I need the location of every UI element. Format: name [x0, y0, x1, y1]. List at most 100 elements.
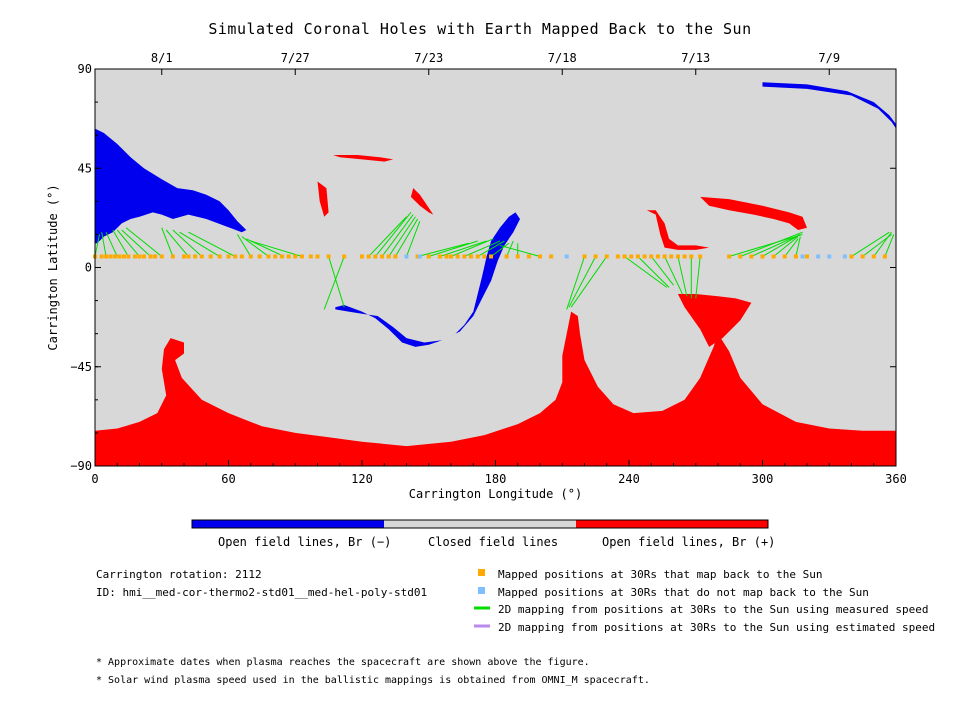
x-tick-label-1: 60 [221, 472, 235, 486]
mapping-line-6 [125, 227, 163, 257]
mapped-position-48 [455, 254, 460, 259]
mapping-line-3 [112, 229, 129, 257]
mapped-position-74 [698, 254, 703, 259]
mapping-line-26 [439, 240, 487, 257]
legend-marker-1 [478, 587, 485, 594]
mapped-position-30 [293, 254, 298, 259]
mapped-position-72 [682, 254, 687, 259]
unmapped-position-6 [842, 254, 847, 259]
mapped-position-8 [133, 254, 138, 259]
colorbar-label-closed: Closed field lines [428, 535, 559, 549]
mapping-line-16 [328, 256, 345, 308]
unmapped-position-4 [816, 254, 821, 259]
mapped-position-15 [182, 254, 186, 259]
mapped-position-86 [882, 254, 887, 259]
mapped-position-76 [738, 254, 743, 259]
mapping-line-25 [428, 240, 478, 257]
open-field-region-north-west-hole [95, 128, 247, 244]
mapped-position-80 [782, 254, 787, 259]
unmapped-position-2 [564, 254, 569, 259]
mapped-position-75 [727, 254, 732, 259]
mapped-position-45 [437, 254, 442, 259]
chart-title: Simulated Coronal Holes with Earth Mappe… [208, 20, 752, 38]
mapping-line-33 [499, 244, 541, 257]
mapped-position-28 [279, 254, 284, 259]
mapped-position-27 [273, 254, 278, 259]
mapping-line-28 [464, 240, 501, 257]
mapped-position-31 [299, 254, 304, 259]
mapped-position-56 [526, 254, 531, 259]
mapped-position-32 [308, 254, 313, 259]
date-tick-label-3: 7/18 [548, 51, 577, 65]
mapped-position-67 [649, 254, 654, 259]
unmapped-position-0 [404, 254, 409, 259]
mapped-position-35 [342, 254, 347, 259]
colorbar-frame [191, 519, 769, 529]
mapping-line-1 [101, 232, 107, 257]
date-tick-label-1: 7/27 [281, 51, 310, 65]
date-tick-label-0: 8/1 [151, 51, 173, 65]
mapping-line-44 [728, 233, 803, 257]
mapped-position-71 [675, 254, 680, 259]
colorbar-label-positive: Open field lines, Br (+) [602, 535, 776, 549]
mapping-line-5 [121, 229, 151, 257]
mapping-line-17 [323, 256, 345, 310]
mapped-position-84 [860, 254, 865, 259]
mapped-position-3 [108, 254, 113, 259]
open-field-region-west-thin-patch [317, 181, 329, 217]
mapping-line-13 [241, 236, 269, 257]
mapped-position-41 [393, 254, 398, 259]
mapped-position-22 [233, 254, 238, 259]
mapped-position-77 [749, 254, 754, 259]
mapped-position-47 [449, 254, 453, 259]
date-tick-label-2: 7/23 [414, 51, 443, 65]
mapped-position-24 [248, 254, 253, 259]
mapped-position-7 [126, 254, 131, 259]
open-field-region-north-east-arc [762, 82, 896, 129]
mapped-position-51 [475, 254, 480, 259]
carrington-rotation-text: Carrington rotation: 2112 [96, 568, 262, 581]
unmapped-position-5 [827, 254, 832, 259]
mapped-position-66 [642, 254, 647, 259]
x-tick-label-5: 300 [752, 472, 774, 486]
mapping-line-8 [165, 229, 189, 257]
mapped-position-65 [635, 254, 640, 259]
legend-label-mapped: Mapped positions at 30Rs that map back t… [498, 568, 823, 581]
mapped-position-18 [199, 254, 204, 259]
mapped-position-1 [99, 254, 104, 259]
mapping-line-7 [161, 227, 174, 257]
mapped-position-79 [771, 254, 776, 259]
mapping-line-40 [664, 256, 683, 295]
open-field-region-south-polar-cap [95, 311, 896, 466]
mapped-position-12 [153, 254, 158, 259]
mapping-line-49 [784, 238, 799, 257]
legend-label-not-mapped: Mapped positions at 30Rs that do not map… [498, 586, 869, 599]
mapping-line-11 [188, 231, 236, 257]
x-tick-label-3: 180 [485, 472, 507, 486]
legend-marker-0 [478, 569, 485, 576]
date-tick-label-4: 7/13 [681, 51, 710, 65]
mapped-position-29 [286, 254, 291, 259]
mapped-position-4 [113, 254, 118, 259]
mapping-line-23 [406, 221, 421, 257]
mapping-line-24 [417, 242, 469, 257]
legend-markers [474, 569, 490, 628]
mapping-line-47 [762, 233, 801, 257]
mapped-position-13 [159, 254, 164, 259]
mapped-position-6 [121, 254, 126, 259]
y-axis-label: Carrington Latitude (°) [46, 184, 60, 350]
open-field-region-center-hole [335, 212, 520, 347]
mapped-position-36 [360, 254, 364, 259]
mapped-position-21 [226, 254, 231, 259]
mapping-line-18 [368, 216, 407, 257]
mapped-position-5 [117, 254, 122, 259]
mapped-position-38 [373, 254, 378, 259]
x-tick-label-6: 360 [885, 472, 907, 486]
map-axes: 0 60 120 180 240 300 360 90 45 0 −45 −90 8/1 7/27 7/23… [46, 51, 907, 501]
mapped-position-83 [849, 254, 854, 259]
mapped-position-85 [871, 254, 876, 259]
mapping-line-45 [740, 231, 803, 257]
mapped-position-26 [266, 254, 271, 259]
mapping-line-22 [394, 218, 419, 257]
